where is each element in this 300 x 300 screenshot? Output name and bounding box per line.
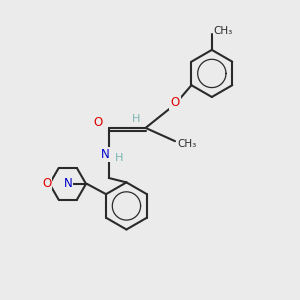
Text: O: O [42,177,51,190]
Text: CH₃: CH₃ [177,139,196,148]
Text: O: O [93,116,102,129]
Text: N: N [101,148,110,161]
Text: H: H [132,114,140,124]
Text: CH₃: CH₃ [213,26,232,36]
Text: O: O [170,96,180,110]
Text: N: N [63,177,72,190]
Text: H: H [115,153,123,163]
Text: N: N [63,176,72,189]
